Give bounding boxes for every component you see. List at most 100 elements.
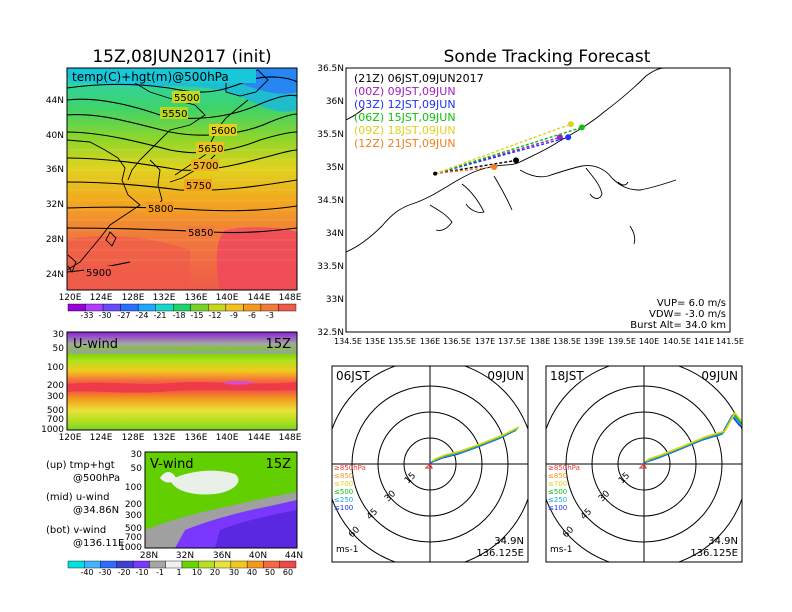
uwind-pressure-axis: 30 50 100 200 300 500 700 1000 bbox=[41, 330, 64, 435]
vwind-label: V-wind bbox=[150, 457, 194, 472]
svg-text:138.5E: 138.5E bbox=[553, 337, 581, 346]
svg-text:44N: 44N bbox=[46, 96, 64, 106]
panel-legend: (up) tmp+hgt @500hPa (mid) u-wind @34.86… bbox=[46, 460, 124, 549]
svg-text:-30: -30 bbox=[98, 311, 111, 320]
tracking-title: Sonde Tracking Forecast bbox=[444, 47, 651, 67]
uwind-section bbox=[67, 332, 297, 430]
svg-text:32N: 32N bbox=[46, 200, 64, 210]
svg-text:≤100: ≤100 bbox=[334, 504, 353, 512]
svg-text:700: 700 bbox=[47, 415, 64, 425]
svg-text:137.5E: 137.5E bbox=[498, 337, 526, 346]
svg-text:134.5E: 134.5E bbox=[334, 337, 362, 346]
svg-text:-27: -27 bbox=[117, 311, 130, 320]
svg-text:100: 100 bbox=[47, 363, 64, 373]
svg-text:200: 200 bbox=[47, 381, 64, 391]
svg-text:28N: 28N bbox=[140, 551, 158, 561]
svg-text:-10: -10 bbox=[135, 568, 148, 577]
uwind-time: 15Z bbox=[266, 337, 292, 352]
svg-text:135.5E: 135.5E bbox=[388, 337, 416, 346]
svg-text:≤500: ≤500 bbox=[334, 488, 353, 496]
svg-text:-1: -1 bbox=[156, 568, 164, 577]
svg-text:50: 50 bbox=[53, 344, 65, 354]
forecast-legend: (21Z) 06JST,09JUN2017 (00Z) 09JST,09JUN … bbox=[354, 72, 484, 150]
svg-text:148E: 148E bbox=[279, 293, 302, 303]
vwind-frame bbox=[144, 451, 298, 549]
svg-text:30: 30 bbox=[131, 450, 143, 460]
wind-colorbar-swatch bbox=[246, 560, 264, 569]
svg-text:138E: 138E bbox=[530, 337, 550, 346]
contour-label-5900: 5900 bbox=[86, 268, 111, 279]
svg-text:36N: 36N bbox=[213, 551, 231, 561]
svg-text:-6: -6 bbox=[248, 311, 256, 320]
svg-text:-30: -30 bbox=[98, 568, 111, 577]
svg-text:50: 50 bbox=[265, 568, 275, 577]
sonde-landing-point bbox=[513, 157, 520, 164]
temp-colorbar-swatch bbox=[102, 303, 121, 312]
forecast-21Z: (21Z) 06JST,09JUN2017 bbox=[354, 72, 484, 85]
svg-text:136E: 136E bbox=[185, 293, 208, 303]
svg-text:20: 20 bbox=[210, 568, 220, 577]
map-title: 15Z,08JUN2017 (init) bbox=[92, 47, 271, 67]
hodograph-origin-trace bbox=[424, 462, 433, 469]
svg-text:124E: 124E bbox=[90, 433, 113, 443]
wind-colorbar-swatch bbox=[214, 560, 232, 569]
sonde-landing-point bbox=[567, 121, 574, 128]
wind-colorbar-swatch bbox=[279, 560, 297, 569]
sonde-landing-point bbox=[491, 164, 498, 170]
svg-text:32N: 32N bbox=[176, 551, 194, 561]
svg-text:(mid) u-wind: (mid) u-wind bbox=[46, 492, 109, 503]
wind-colorbar-swatch bbox=[181, 560, 199, 569]
temp-colorbar-swatch bbox=[208, 303, 227, 312]
polar-left-units: ms-1 bbox=[336, 545, 358, 555]
forecast-00Z: (00Z) 09JST,09JUN bbox=[354, 85, 456, 98]
vwind-lat-axis: 28N 32N 36N 40N 44N bbox=[140, 551, 303, 561]
polar-right-date: 09JUN bbox=[701, 369, 738, 383]
svg-text:128E: 128E bbox=[122, 433, 145, 443]
uwind-lon-axis: 120E 124E 128E 132E 136E 140E 144E 148E bbox=[59, 433, 302, 443]
svg-text:124E: 124E bbox=[90, 293, 113, 303]
svg-text:700: 700 bbox=[125, 533, 142, 543]
temp-colorbar-swatch bbox=[85, 303, 104, 312]
svg-text:≥850hPa: ≥850hPa bbox=[334, 464, 366, 472]
temp-colorbar-swatch bbox=[67, 303, 86, 312]
svg-text:24N: 24N bbox=[46, 270, 64, 280]
svg-text:1000: 1000 bbox=[41, 425, 64, 435]
sonde-track-line bbox=[434, 126, 583, 175]
hodograph-trace bbox=[646, 411, 742, 462]
hodograph-trace bbox=[432, 426, 520, 462]
svg-text:60: 60 bbox=[283, 568, 293, 577]
svg-text:40N: 40N bbox=[46, 131, 64, 141]
forecast-03Z: (03Z) 12JST,09JUN bbox=[354, 98, 456, 111]
vdw-text: VDW= -3.0 m/s bbox=[649, 309, 726, 320]
contour-label-5700: 5700 bbox=[193, 161, 218, 172]
svg-text:36N: 36N bbox=[46, 165, 64, 175]
temp-colorbar-swatch bbox=[243, 303, 262, 312]
polar-right-lon: 136.125E bbox=[690, 548, 738, 559]
svg-text:-24: -24 bbox=[135, 311, 148, 320]
svg-text:-33: -33 bbox=[80, 311, 93, 320]
tracking-map bbox=[346, 68, 730, 332]
svg-text:-18: -18 bbox=[172, 311, 185, 320]
svg-text:≤850: ≤850 bbox=[548, 472, 567, 480]
polar-right-levels: ≥850hPa ≤850 ≤700 ≤500 ≤250 ≤100 bbox=[548, 464, 580, 512]
wind-colorbar-swatch bbox=[198, 560, 215, 569]
svg-text:128E: 128E bbox=[122, 293, 145, 303]
map-lat-axis: 44N 40N 36N 32N 28N 24N bbox=[46, 96, 64, 280]
svg-text:141.5E: 141.5E bbox=[716, 337, 744, 346]
svg-text:144E: 144E bbox=[248, 293, 271, 303]
svg-text:30: 30 bbox=[229, 568, 239, 577]
svg-text:-40: -40 bbox=[80, 568, 93, 577]
svg-text:300: 300 bbox=[125, 511, 142, 521]
svg-text:≤250: ≤250 bbox=[548, 496, 567, 504]
svg-text:140.5E: 140.5E bbox=[663, 337, 691, 346]
wind-colorbar-swatch bbox=[100, 560, 118, 569]
temp-colorbar-swatch bbox=[190, 303, 209, 312]
wind-colorbar-swatch bbox=[67, 560, 85, 569]
temp-colorbar-swatch bbox=[155, 303, 174, 312]
sonde-track-line bbox=[434, 123, 572, 175]
vwind-pressure-axis: 30 50 100 200 300 500 700 1000 bbox=[119, 450, 142, 553]
svg-text:≤250: ≤250 bbox=[334, 496, 353, 504]
hodograph-06jst: 06JST 09JUN 15 30 45 60 ≥850hPa ≤850 ≤70… bbox=[331, 365, 529, 563]
hodograph-traces-right bbox=[638, 411, 742, 469]
